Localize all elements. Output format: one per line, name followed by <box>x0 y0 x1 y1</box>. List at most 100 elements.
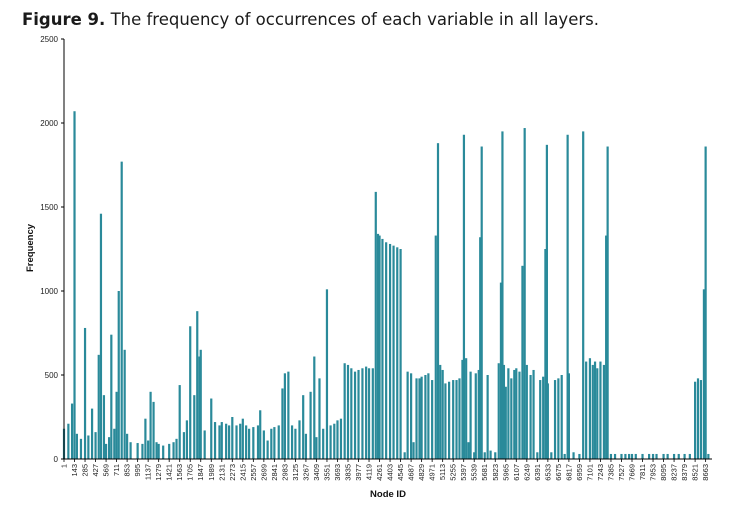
bar <box>473 452 476 459</box>
bar <box>467 442 470 459</box>
bar <box>434 235 437 459</box>
bar <box>696 378 700 459</box>
x-tick-label: 3409 <box>312 464 321 481</box>
bar <box>436 143 440 459</box>
bar <box>239 423 242 459</box>
bar <box>149 391 152 459</box>
bar <box>228 425 231 459</box>
bar <box>108 437 111 459</box>
bar <box>283 373 286 459</box>
bar <box>427 373 430 459</box>
bar <box>203 430 206 459</box>
bar <box>378 235 381 459</box>
bar <box>136 443 139 459</box>
x-tick-label: 1279 <box>154 464 163 481</box>
bar <box>83 327 87 459</box>
bar <box>406 371 409 459</box>
x-tick-label: 5113 <box>438 464 447 480</box>
bar <box>147 440 150 459</box>
x-tick-label: 1705 <box>186 464 195 481</box>
x-tick-label: 4119 <box>365 464 374 480</box>
y-tick-label: 1000 <box>40 287 58 296</box>
bar <box>560 375 563 459</box>
bar <box>199 349 202 459</box>
bar <box>513 369 516 459</box>
bar <box>628 453 631 459</box>
bar <box>175 438 178 459</box>
bar <box>220 422 223 459</box>
bar <box>420 376 423 459</box>
bar <box>465 358 468 459</box>
bar <box>624 453 627 459</box>
x-tick-label: 5397 <box>459 464 468 481</box>
bar <box>550 452 553 459</box>
bar <box>544 249 547 459</box>
x-tick-label: 4971 <box>428 464 437 481</box>
bar <box>113 428 116 459</box>
x-tick-label: 5681 <box>480 464 489 481</box>
bar <box>567 373 570 459</box>
bar <box>210 398 213 459</box>
figure-text: The frequency of occurrences of each var… <box>110 10 599 29</box>
bar <box>322 428 325 459</box>
bar <box>662 453 665 459</box>
bar <box>172 442 175 459</box>
bar <box>479 237 482 459</box>
bar <box>606 146 609 459</box>
bar <box>489 450 492 459</box>
bar <box>259 410 262 459</box>
bar <box>325 289 329 459</box>
bar <box>634 453 637 459</box>
bar <box>666 453 669 459</box>
bar <box>162 445 165 459</box>
bar <box>290 425 294 459</box>
bar <box>141 443 144 459</box>
bar <box>245 425 248 459</box>
x-tick-label: 8379 <box>680 464 689 481</box>
x-tick-label: 7811 <box>638 464 647 480</box>
bar <box>461 359 464 459</box>
bar <box>90 408 94 459</box>
bar <box>648 453 651 459</box>
bar <box>486 375 489 459</box>
bar <box>294 428 297 459</box>
bar <box>585 361 588 459</box>
bar <box>266 440 269 459</box>
x-tick-label: 6533 <box>543 464 552 481</box>
bar <box>110 334 113 459</box>
bar <box>605 235 608 459</box>
x-ticks: 1 143 285 427 569 711 853 995 1137 1279 1421 1563 17… <box>60 459 710 481</box>
bar <box>694 381 697 459</box>
x-tick-label: 4403 <box>386 464 395 481</box>
x-tick-label: 427 <box>91 464 100 477</box>
bar <box>444 383 447 459</box>
bar <box>474 373 477 459</box>
x-tick-label: 1847 <box>196 464 205 481</box>
bar <box>343 363 346 459</box>
bar <box>452 380 455 459</box>
bar <box>168 443 171 459</box>
bar <box>458 378 461 459</box>
bar <box>499 282 503 459</box>
x-tick-label: 7243 <box>596 464 605 481</box>
x-tick-label: 4687 <box>407 464 416 481</box>
x-tick-label: 3551 <box>322 464 331 481</box>
x-tick-label: 4829 <box>417 464 426 481</box>
bar <box>510 378 513 459</box>
x-axis-title: Node ID <box>370 489 406 500</box>
x-tick-label: 8521 <box>691 464 700 481</box>
x-tick-label: 7669 <box>628 464 637 481</box>
x-tick-label: 7385 <box>606 464 615 481</box>
y-tick-label: 2500 <box>40 35 58 44</box>
x-tick-label: 1137 <box>144 464 153 480</box>
bar <box>566 134 569 459</box>
bar <box>304 433 308 459</box>
bar <box>613 453 617 459</box>
bar <box>518 371 521 459</box>
bar <box>704 146 707 459</box>
bar <box>353 371 357 459</box>
bar <box>329 425 332 459</box>
bar <box>515 368 518 459</box>
bar <box>152 401 155 459</box>
